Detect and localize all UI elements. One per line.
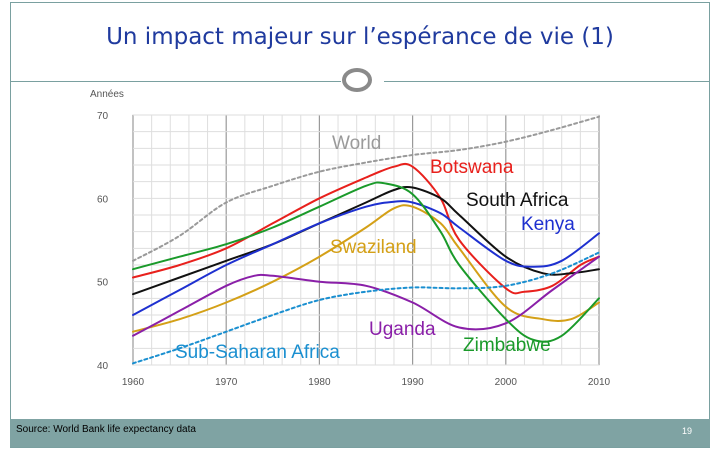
title-divider-right — [384, 81, 709, 82]
ring-ornament-icon — [342, 68, 372, 92]
slide-frame — [10, 2, 710, 448]
source-note: Source: World Bank life expectancy data — [16, 424, 196, 435]
series-label-uganda: Uganda — [369, 319, 436, 340]
y-tick-label: 50 — [97, 278, 109, 289]
x-tick-label: 1970 — [215, 377, 238, 388]
series-lines — [132, 115, 600, 365]
series-label-kenya: Kenya — [521, 214, 575, 235]
y-tick-label: 70 — [97, 111, 109, 122]
x-axis-ticks: 1960 1970 1980 1990 2000 2010 — [122, 377, 611, 388]
y-tick-label: 60 — [97, 194, 109, 205]
series-line-swaziland — [132, 204, 600, 333]
series-label-botswana: Botswana — [430, 157, 514, 178]
series-label-world: World — [332, 133, 381, 154]
y-axis-ticks: 40 50 60 70 — [97, 111, 109, 372]
series-label-south-africa: South Africa — [466, 190, 569, 211]
slide-title: Un impact majeur sur l’espérance de vie … — [106, 24, 614, 50]
series-line-zimbabwe — [132, 181, 600, 343]
series-label-swaziland: Swaziland — [330, 237, 417, 258]
x-tick-label: 2000 — [495, 377, 518, 388]
footer-bar — [10, 419, 710, 447]
life-expectancy-chart: 40 50 60 70 1960 1970 1980 1990 2000 2010 Années… — [90, 89, 611, 388]
series-line-world — [132, 115, 600, 262]
title-divider-left — [11, 81, 341, 82]
y-axis-title: Années — [90, 89, 124, 100]
page-number: 19 — [681, 426, 692, 436]
series-labels: World Botswana South Africa Kenya Swazil… — [175, 133, 575, 363]
series-line-kenya — [132, 200, 600, 316]
y-tick-label: 40 — [97, 361, 109, 372]
x-tick-label: 1990 — [401, 377, 424, 388]
series-label-zimbabwe: Zimbabwe — [463, 335, 551, 356]
series-line-botswana — [132, 162, 600, 295]
series-label-sub-saharan-africa: Sub-Saharan Africa — [175, 342, 340, 363]
x-tick-label: 1960 — [122, 377, 145, 388]
series-line-sub-saharan-africa — [132, 251, 600, 365]
x-tick-label: 1980 — [308, 377, 331, 388]
series-line-uganda — [132, 255, 600, 337]
x-tick-label: 2010 — [588, 377, 611, 388]
